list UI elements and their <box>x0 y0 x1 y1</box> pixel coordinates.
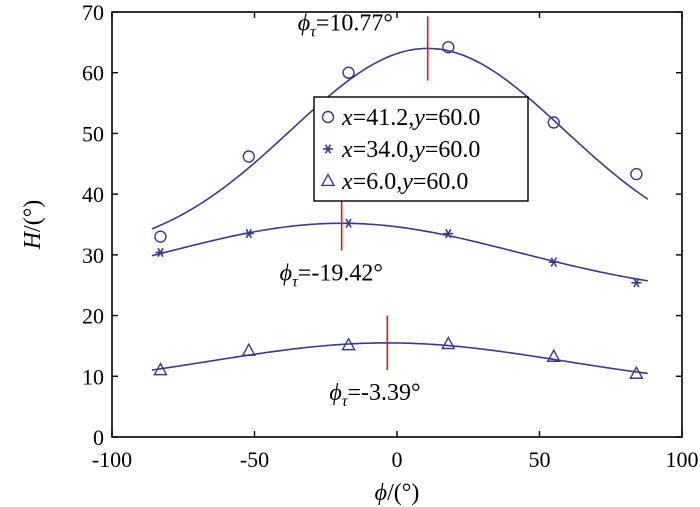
data-point-series-3 <box>629 365 644 379</box>
y-tick-label: 60 <box>82 61 104 86</box>
y-tick-label: 70 <box>82 0 104 25</box>
data-point-series-1 <box>630 167 643 181</box>
y-tick-label: 10 <box>82 364 104 389</box>
legend: x=41.2,y=60.0 x=34.0,y=60.0 x=6.0,y=60.0 <box>313 96 529 202</box>
fit-curve-series-1 <box>151 47 649 230</box>
peak-labels: ϕτ=10.77° ϕτ=-19.42° ϕτ=-3.39° <box>280 10 421 410</box>
data-point-series-2 <box>443 228 454 239</box>
legend-marker-series-3 <box>320 172 336 187</box>
x-tick-label: 100 <box>666 447 699 472</box>
data-point-series-2 <box>155 247 166 258</box>
x-tick-label: 50 <box>529 447 551 472</box>
data-point-series-1 <box>547 116 560 129</box>
data-point-series-1 <box>342 66 355 79</box>
data-point-series-3 <box>546 348 561 362</box>
y-tick-label: 50 <box>82 121 104 146</box>
legend-label-series-1: x=41.2,y=60.0 <box>341 105 480 131</box>
x-tick-label: -50 <box>240 447 269 472</box>
peak-label-series-1: ϕτ=10.77° <box>298 10 393 40</box>
data-point-series-3 <box>241 342 256 356</box>
data-point-series-2 <box>243 228 254 239</box>
legend-marker-series-1 <box>321 110 335 124</box>
fit-curves <box>151 47 649 375</box>
peak-label-series-3: ϕτ=-3.39° <box>329 380 420 410</box>
axis-labels: ϕ/(°) H/(°) <box>20 200 419 506</box>
data-point-series-2 <box>631 278 642 288</box>
x-axis: -100 -50 0 50 100 <box>92 12 699 472</box>
data-point-series-3 <box>441 336 456 350</box>
plot-area-border <box>111 11 683 438</box>
peak-label-series-2: ϕτ=-19.42° <box>280 261 383 291</box>
y-axis-label: H/(°) <box>20 200 46 251</box>
data-point-series-3 <box>341 337 356 351</box>
x-axis-label: ϕ/(°) <box>375 480 420 506</box>
legend-label-series-2: x=34.0,y=60.0 <box>341 137 480 163</box>
fit-curve-series-3 <box>151 342 648 375</box>
data-point-series-1 <box>242 150 256 163</box>
y-axis: 0 10 20 30 40 50 60 70 <box>82 0 682 450</box>
y-tick-label: 40 <box>82 182 104 207</box>
legend-label-series-3: x=6.0,y=60.0 <box>341 169 468 195</box>
data-markers <box>153 41 644 379</box>
data-point-series-3 <box>153 362 168 376</box>
y-tick-label: 20 <box>82 304 104 329</box>
peak-markers <box>340 16 429 371</box>
data-point-series-2 <box>548 257 559 267</box>
legend-marker-series-2 <box>323 144 333 154</box>
plot-frame <box>111 11 683 438</box>
y-tick-label: 0 <box>93 425 104 450</box>
data-point-series-1 <box>442 41 455 54</box>
x-tick-label: 0 <box>392 447 403 472</box>
fit-curve-series-2 <box>151 222 648 282</box>
x-tick-label: -100 <box>92 447 132 472</box>
legend-box <box>313 96 529 202</box>
y-tick-label: 30 <box>82 243 104 268</box>
data-point-series-1 <box>154 230 167 243</box>
data-point-series-2 <box>343 218 354 229</box>
